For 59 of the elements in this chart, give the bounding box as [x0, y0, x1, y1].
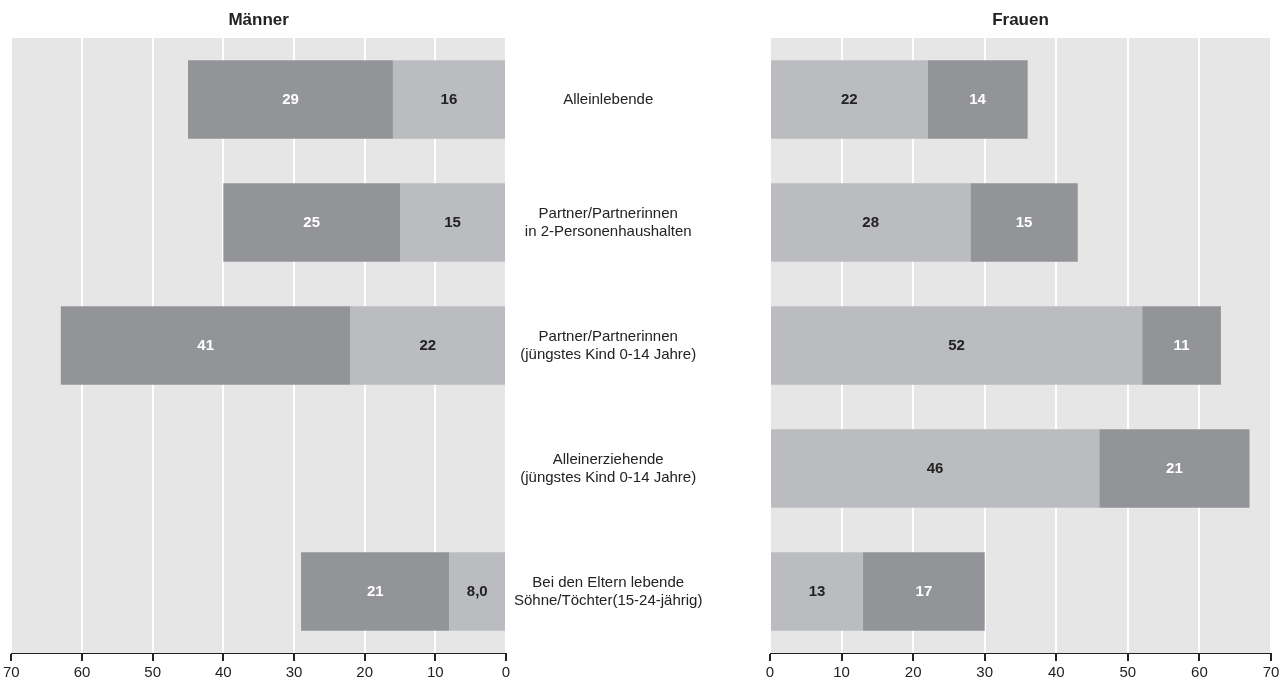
- data-label: 17: [915, 581, 933, 599]
- x-tick-label: 20: [904, 663, 922, 681]
- bar: [771, 306, 1143, 385]
- bar: [188, 60, 393, 139]
- x-tick-label: 10: [833, 663, 850, 681]
- x-tick-label: 70: [3, 663, 20, 681]
- bar: [771, 183, 971, 262]
- data-label: 21: [366, 581, 384, 599]
- bar: [392, 60, 505, 139]
- data-label: 28: [862, 212, 880, 230]
- bar: [771, 552, 864, 631]
- x-tick-label: 10: [426, 663, 444, 681]
- x-tick-label: 20: [356, 663, 374, 681]
- data-label: 22: [840, 89, 858, 107]
- x-tick-label: 30: [285, 663, 303, 681]
- x-tick-label: 60: [73, 663, 91, 681]
- y-tick-label: Alleinerziehende (jüngstes Kind 0-14 Jahre): [520, 449, 697, 485]
- bar: [927, 60, 1028, 139]
- bar: [1142, 306, 1221, 385]
- y-tick-label: Alleinlebende: [563, 89, 654, 107]
- data-label: 46: [926, 458, 944, 476]
- data-label: 25: [303, 212, 321, 230]
- data-label: 22: [419, 335, 437, 353]
- data-label: 14: [969, 89, 987, 107]
- data-label: 11: [1173, 335, 1190, 353]
- bar: [863, 552, 985, 631]
- bar: [1099, 429, 1250, 508]
- bar: [400, 183, 505, 262]
- data-label: 13: [808, 581, 826, 599]
- x-tick-label: 50: [144, 663, 162, 681]
- data-label: 29: [282, 89, 299, 107]
- y-tick-label: Bei den Eltern lebende Söhne/Töchter(15-24-jährig): [514, 572, 703, 608]
- x-tick-label: 50: [1119, 663, 1137, 681]
- y-tick-label: Partner/Partnerinnen (jüngstes Kind 0-14 Jahre): [520, 326, 697, 362]
- data-label: 21: [1166, 458, 1183, 476]
- chart-title: Männer: [227, 10, 290, 30]
- x-tick-label: 0: [765, 663, 775, 681]
- bar: [771, 60, 928, 139]
- data-label: 15: [444, 212, 461, 230]
- x-tick-label: 40: [1047, 663, 1065, 681]
- data-label: 41: [197, 335, 215, 353]
- bar: [223, 183, 400, 262]
- x-tick-label: 40: [214, 663, 232, 681]
- x-tick-label: 0: [501, 663, 511, 681]
- x-tick-label: 60: [1191, 663, 1208, 681]
- x-tick-label: 30: [976, 663, 994, 681]
- bar: [771, 429, 1100, 508]
- x-tick-label: 70: [1262, 663, 1280, 681]
- bar: [60, 306, 351, 385]
- bar: [301, 552, 450, 631]
- data-label: 16: [440, 89, 458, 107]
- chart-title: Frauen: [991, 10, 1050, 30]
- data-label: 52: [948, 335, 965, 353]
- y-tick-label: Partner/Partnerinnen in 2-Personenhaushalten: [524, 203, 692, 239]
- data-label: 8,0: [466, 581, 488, 599]
- data-label: 15: [1015, 212, 1033, 230]
- bar: [970, 183, 1078, 262]
- bar: [449, 552, 505, 631]
- bar: [350, 306, 505, 385]
